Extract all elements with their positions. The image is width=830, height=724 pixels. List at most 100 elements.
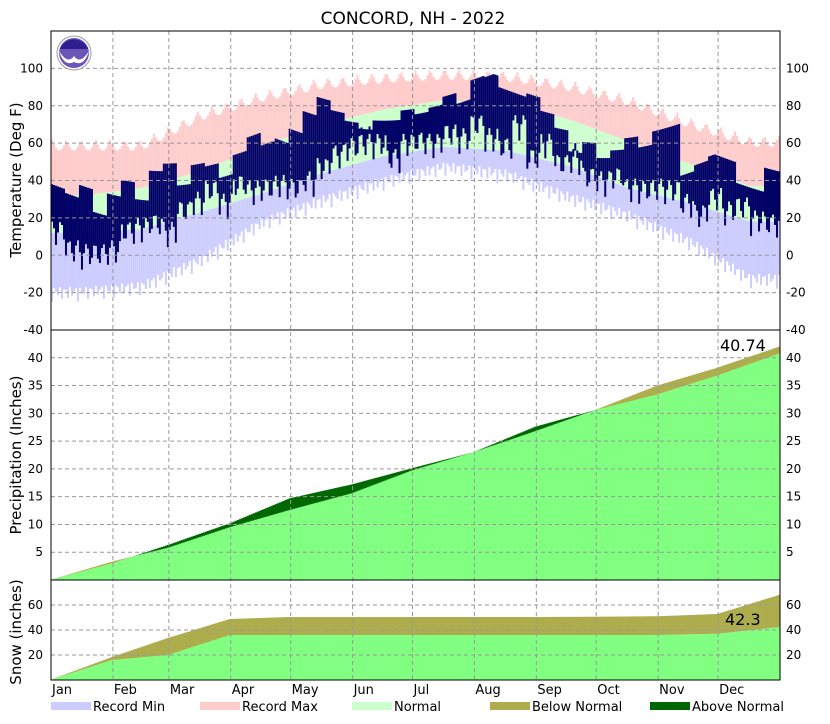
record-min-bar — [197, 213, 199, 264]
snow-below-normal-bar — [355, 617, 357, 635]
snow-actual-bar — [540, 635, 542, 680]
record-min-bar — [127, 230, 129, 285]
record-min-bar — [684, 202, 686, 239]
record-min-bar — [361, 162, 363, 189]
precip-below-normal-bar — [117, 560, 119, 561]
record-max-bar — [223, 109, 225, 162]
snow-actual-bar — [618, 635, 620, 680]
record-max-bar — [95, 140, 97, 194]
precip-actual-bar — [524, 435, 526, 580]
precip-actual-bar — [69, 575, 71, 580]
observed-temp-bar — [387, 121, 389, 151]
record-max-bar — [614, 99, 616, 136]
snow-actual-bar — [193, 647, 195, 680]
record-min-bar — [251, 197, 253, 225]
y-tick-label-right: 20 — [786, 462, 801, 476]
record-max-bar — [642, 110, 644, 147]
snow-actual-bar — [416, 635, 418, 680]
record-min-bar — [532, 157, 534, 191]
precip-above-normal-bar — [251, 514, 253, 521]
observed-temp-bar — [133, 182, 135, 244]
y-tick-label-left: 25 — [28, 434, 43, 448]
precip-above-normal-bar — [299, 496, 301, 507]
observed-temp-bar — [768, 169, 770, 232]
record-max-bar — [468, 78, 470, 102]
snow-below-normal-bar — [642, 616, 644, 635]
snow-actual-bar — [440, 635, 442, 680]
snow-actual-bar — [554, 635, 556, 680]
snow-actual-bar — [261, 635, 263, 680]
y-tick-label-right: 30 — [786, 406, 801, 420]
observed-temp-bar — [490, 75, 492, 135]
record-max-bar — [195, 116, 197, 173]
snow-actual-bar — [85, 668, 87, 680]
record-min-bar — [652, 194, 654, 232]
normal-range-bar — [576, 123, 578, 170]
record-min-bar — [257, 195, 259, 224]
record-min-bar — [490, 150, 492, 176]
observed-temp-bar — [610, 150, 612, 172]
snow-actual-bar — [237, 635, 239, 680]
observed-temp-bar — [355, 122, 357, 155]
snow-actual-bar — [275, 635, 277, 680]
snow-actual-bar — [710, 634, 712, 680]
observed-temp-bar — [636, 137, 638, 186]
snow-actual-bar — [764, 629, 766, 680]
record-max-bar — [760, 143, 762, 186]
snow-below-normal-bar — [762, 600, 764, 629]
snow-actual-bar — [456, 635, 458, 680]
snow-actual-bar — [99, 664, 101, 680]
precip-above-normal-bar — [494, 443, 496, 445]
precip-actual-bar — [407, 472, 409, 580]
precip-below-normal-bar — [714, 368, 716, 376]
snow-below-normal-bar — [478, 617, 480, 635]
observed-temp-bar — [732, 161, 734, 220]
precip-actual-bar — [598, 409, 600, 580]
observed-temp-bar — [592, 143, 594, 169]
observed-temp-bar — [173, 163, 175, 227]
snow-below-normal-bar — [664, 616, 666, 635]
snow-actual-bar — [446, 635, 448, 680]
record-max-bar — [552, 89, 554, 116]
snow-actual-bar — [530, 635, 532, 680]
snow-actual-bar — [201, 644, 203, 680]
record-min-bar — [670, 199, 672, 230]
record-max-bar — [588, 87, 590, 127]
precip-actual-bar — [187, 541, 189, 580]
precip-above-normal-bar — [520, 432, 522, 435]
observed-temp-bar — [524, 97, 526, 120]
snow-below-normal-bar — [522, 617, 524, 635]
record-min-bar — [504, 151, 506, 170]
precip-above-normal-bar — [570, 417, 572, 419]
record-max-bar — [464, 80, 466, 101]
record-min-bar — [628, 188, 630, 211]
record-min-bar — [478, 149, 480, 166]
observed-temp-bar — [363, 129, 365, 146]
observed-temp-bar — [61, 188, 63, 225]
precip-below-normal-bar — [598, 408, 600, 409]
observed-temp-bar — [762, 192, 764, 212]
snow-actual-bar — [478, 635, 480, 680]
precip-actual-bar — [742, 366, 744, 580]
observed-temp-bar — [303, 111, 305, 185]
record-min-bar — [155, 225, 157, 288]
snow-below-normal-bar — [401, 617, 403, 635]
precip-below-normal-bar — [708, 370, 710, 378]
record-max-bar — [568, 91, 570, 120]
snow-actual-bar — [766, 628, 768, 680]
precip-actual-bar — [490, 446, 492, 580]
record-max-bar — [550, 87, 552, 115]
snow-actual-bar — [512, 635, 514, 680]
snow-below-normal-bar — [175, 636, 177, 653]
snow-actual-bar — [181, 650, 183, 680]
record-min-bar — [277, 188, 279, 212]
snow-actual-bar — [119, 659, 121, 680]
record-max-bar — [213, 110, 215, 166]
record-max-bar — [756, 147, 758, 186]
snow-below-normal-bar — [225, 620, 227, 636]
record-max-bar — [239, 101, 241, 156]
observed-temp-bar — [582, 142, 584, 168]
record-min-bar — [199, 213, 201, 256]
record-min-bar — [317, 175, 319, 201]
snow-below-normal-bar — [415, 617, 417, 635]
